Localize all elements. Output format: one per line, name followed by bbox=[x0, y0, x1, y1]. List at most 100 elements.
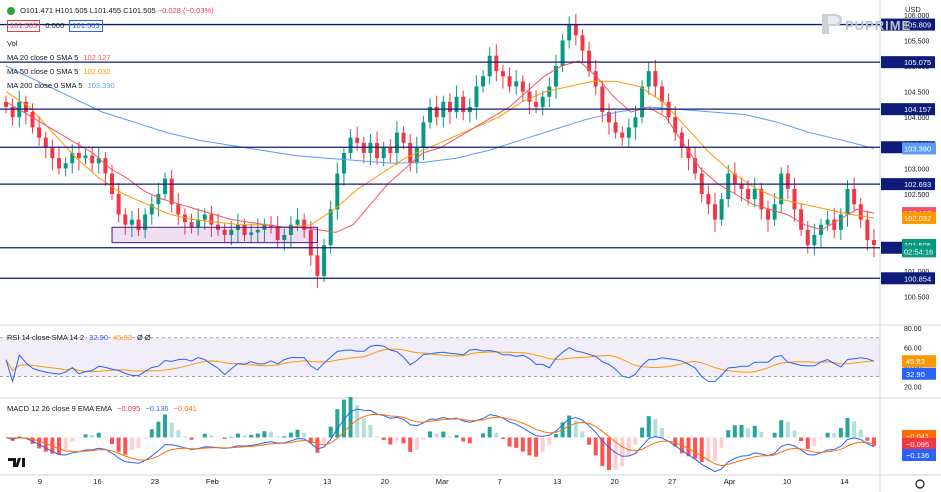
price-tick-label: 100.500 bbox=[904, 294, 929, 301]
candle-body bbox=[229, 229, 234, 235]
candle-body bbox=[90, 155, 95, 164]
vol-legend[interactable]: Vol bbox=[7, 39, 20, 48]
macd-label: MACD 12 26 close 9 EMA EMA bbox=[7, 404, 113, 413]
ma50-value: 102.032 bbox=[83, 67, 111, 76]
candle-body bbox=[580, 35, 585, 51]
price-badge bbox=[902, 142, 936, 155]
time-tick-label: 13 bbox=[553, 477, 561, 486]
candle-body bbox=[149, 204, 154, 215]
macd-legend[interactable]: MACD 12 26 close 9 EMA EMA −0.095 −0.136… bbox=[7, 404, 200, 413]
candle-body bbox=[275, 227, 280, 241]
level-badge-label: 104.157 bbox=[904, 105, 931, 114]
ma20-legend[interactable]: MA 20 close 0 SMA 5 102.127 bbox=[7, 53, 114, 62]
macd-badge-label: −0.095 bbox=[906, 440, 929, 449]
candle-body bbox=[759, 188, 764, 210]
candle-body bbox=[169, 178, 174, 205]
candle-body bbox=[805, 229, 810, 246]
level-badge bbox=[881, 178, 935, 191]
bid-ask-row: 101.505 0.000 101.505 bbox=[7, 20, 103, 32]
candle-body bbox=[129, 219, 134, 225]
macd-signal-line bbox=[5, 413, 875, 467]
candle-body bbox=[348, 137, 353, 154]
rsi-line bbox=[5, 344, 875, 384]
high-value: H101.505 bbox=[55, 6, 88, 15]
candle-body bbox=[673, 117, 678, 133]
candle-body bbox=[96, 158, 101, 164]
candle-body bbox=[83, 155, 88, 159]
price-badge-label: 103.390 bbox=[904, 144, 931, 153]
candle-body bbox=[706, 194, 711, 205]
candle-body bbox=[633, 117, 638, 128]
candle-body bbox=[447, 101, 452, 113]
level-badge-label: 102.693 bbox=[904, 180, 931, 189]
candle-body bbox=[799, 209, 804, 230]
tradingview-logo-icon bbox=[8, 458, 25, 467]
candle-body bbox=[626, 127, 631, 138]
candle-body bbox=[196, 219, 201, 228]
buy-button[interactable]: 101.505 bbox=[69, 20, 103, 32]
candle-body bbox=[534, 101, 539, 107]
candle-body bbox=[620, 132, 625, 138]
candle-body bbox=[646, 71, 651, 87]
ma20-label: MA 20 close 0 SMA 5 bbox=[7, 53, 79, 62]
ma50-line bbox=[5, 80, 875, 228]
candle-body bbox=[401, 132, 406, 143]
ma200-legend[interactable]: MA 200 close 0 SMA 5 103.390 bbox=[7, 81, 118, 90]
macd-badge-label: −0.041 bbox=[906, 432, 929, 441]
candle-body bbox=[792, 188, 797, 210]
price-tick-label: 102.500 bbox=[904, 192, 929, 199]
candle-body bbox=[328, 209, 333, 246]
price-tick-label: 103.000 bbox=[904, 166, 929, 173]
candle-body bbox=[341, 153, 346, 174]
candle-body bbox=[143, 214, 148, 230]
candle-body bbox=[514, 81, 519, 87]
candle-body bbox=[43, 137, 48, 148]
candle-body bbox=[481, 76, 486, 87]
candle-body bbox=[295, 219, 300, 225]
price-badge-label: 102.032 bbox=[904, 214, 931, 223]
candle-body bbox=[613, 122, 618, 133]
price-tick-label: 105.500 bbox=[904, 38, 929, 45]
level-badge bbox=[881, 272, 935, 285]
ma50-legend[interactable]: MA 50 close 0 SMA 5 102.032 bbox=[7, 67, 114, 76]
candle-body bbox=[825, 219, 830, 225]
time-tick-label: 7 bbox=[268, 477, 272, 486]
currency-label[interactable]: USD bbox=[905, 5, 921, 14]
candle-body bbox=[872, 240, 876, 245]
candle-body bbox=[63, 163, 68, 169]
candle-body bbox=[322, 245, 327, 276]
sell-button[interactable]: 101.505 bbox=[7, 20, 41, 32]
ohlc-readout: O101.471 H101.505 L101.455 C101.505 −0.0… bbox=[7, 6, 214, 16]
candle-body bbox=[103, 158, 108, 174]
time-tick-label: Apr bbox=[724, 477, 736, 486]
candle-body bbox=[202, 214, 207, 220]
candle-body bbox=[381, 147, 386, 159]
candle-body bbox=[249, 232, 254, 235]
candle-body bbox=[540, 96, 545, 107]
candle-body bbox=[136, 219, 141, 230]
candle-body bbox=[494, 55, 499, 72]
candle-body bbox=[189, 222, 194, 228]
candle-body bbox=[355, 137, 360, 143]
candle-body bbox=[746, 188, 751, 200]
candle-body bbox=[686, 147, 691, 159]
candle-body bbox=[845, 188, 850, 215]
candle-body bbox=[832, 219, 837, 230]
candle-body bbox=[182, 214, 187, 223]
candle-body bbox=[4, 101, 8, 107]
price-badge bbox=[902, 211, 936, 224]
candle-body bbox=[37, 127, 42, 138]
level-badge-label: 105.075 bbox=[904, 58, 931, 67]
candle-body bbox=[288, 224, 293, 235]
rsi-legend[interactable]: RSI 14 close SMA 14 2 32.90 45.83 Ø Ø bbox=[7, 333, 154, 342]
candle-body bbox=[838, 214, 843, 230]
price-tick-label: 104.000 bbox=[904, 115, 929, 122]
puprime-logo-icon bbox=[822, 14, 842, 34]
time-tick-label: 10 bbox=[783, 477, 791, 486]
market-open-icon bbox=[7, 7, 15, 16]
price-tick-label: 106.000 bbox=[904, 13, 929, 20]
candle-body bbox=[209, 214, 214, 225]
candle-body bbox=[302, 219, 307, 230]
rsi-tick-label: 20.00 bbox=[904, 384, 922, 391]
